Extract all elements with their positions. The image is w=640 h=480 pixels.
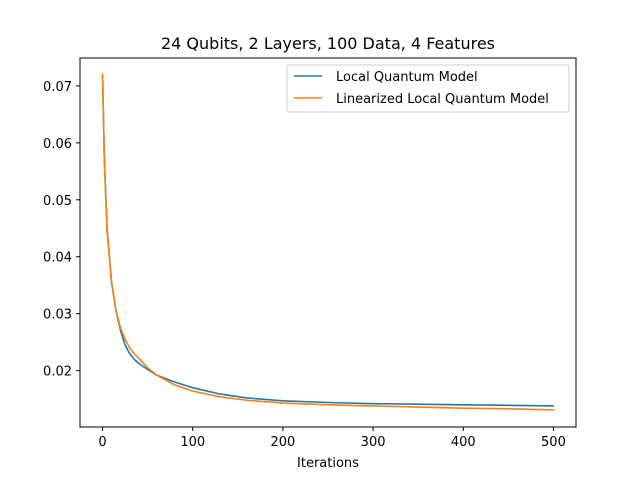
legend-box [286,64,570,113]
x-tick-label: 300 [361,435,386,450]
x-axis-label: Iterations [297,456,359,471]
y-tick-label: 0.06 [43,137,72,152]
series-layer [101,73,555,411]
legend-label-1: Local Quantum Model [336,70,478,85]
plot-frame [79,57,577,428]
y-axis: 0.02 0.03 0.04 0.05 0.06 0.07 [43,80,80,380]
y-tick-label: 0.07 [43,80,72,95]
y-tick-label: 0.02 [43,365,72,380]
x-tick-label: 100 [180,435,205,450]
series-line-2 [101,73,555,411]
y-tick-label: 0.03 [43,308,72,323]
x-tick-label: 500 [541,435,566,450]
y-tick-label: 0.05 [43,194,72,209]
x-tick-label: 400 [451,435,476,450]
x-tick-label: 200 [270,435,295,450]
chart-title: 24 Qubits, 2 Layers, 100 Data, 4 Feature… [161,34,495,53]
legend: Local Quantum Model Linearized Local Quan… [286,64,570,113]
y-tick-label: 0.04 [43,251,72,266]
legend-label-2: Linearized Local Quantum Model [336,92,549,107]
x-axis: 0 100 200 300 400 500 [98,427,566,450]
x-tick-label: 0 [98,435,106,450]
